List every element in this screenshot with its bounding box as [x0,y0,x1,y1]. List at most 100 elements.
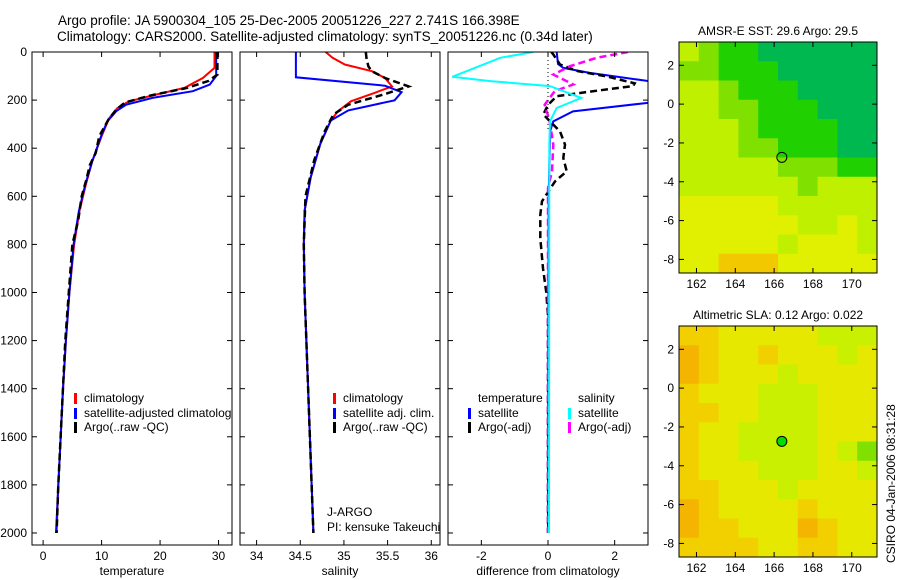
heatmap-cell [797,42,819,62]
heatmap-cell [778,403,799,423]
legend-mark-satellite [333,407,336,419]
heatmap-cell [718,215,739,235]
heatmap-cell [738,42,759,62]
heatmap-cell [837,138,858,158]
heatmap-cell [758,215,779,235]
heatmap-cell [817,441,838,462]
heatmap-cell [738,422,759,442]
heatmap-cell [758,345,779,365]
annotation-program: J-ARGO [327,505,373,519]
x-tick-label: 34.5 [289,549,313,563]
heatmap-cell [857,383,878,404]
x-tick-label: 168 [803,561,823,575]
heatmap-cell [778,499,799,519]
y-tick-label: -2 [663,136,674,150]
heatmap-cell [698,364,720,385]
heatmap-cell [817,403,838,423]
difference-legend-temperature: temperature satellite Argo(-adj) [466,391,543,435]
y-tick-label: 200 [7,93,27,107]
heatmap-cell [679,176,700,197]
heatmap-cell [698,403,720,423]
heatmap-cell [758,403,779,423]
heatmap-cell [758,42,779,62]
heatmap-cell [679,99,700,120]
heatmap-cell [718,441,739,462]
heatmap-cell [718,61,739,81]
heatmap-cell [797,119,819,139]
heatmap-cell [797,234,819,255]
heatmap-cell [857,176,878,197]
x-tick-label: 164 [725,561,745,575]
heatmap-cell [797,99,819,120]
heatmap-cell [679,460,700,481]
heatmap-cell [837,499,858,519]
heatmap-cell [778,42,799,62]
heatmap-cell [698,537,720,558]
heatmap-cell [797,176,819,197]
legend-mark-climatology [333,393,336,404]
axes-box [678,41,878,274]
y-tick-label: -4 [663,459,674,473]
sla-map-chart [678,325,878,558]
title-line-2: Climatology: CARS2000. Satellite-adjuste… [57,29,593,44]
salinity-chart [239,51,441,546]
x-tick-label: 166 [764,277,784,291]
y-tick-label: -8 [663,536,674,550]
legend-label: satellite adj. clim. [343,405,435,420]
heatmap-cell [797,157,819,178]
legend-mark-argo [468,422,471,433]
heatmap-cell [778,345,799,365]
x-tick-label: 170 [842,277,862,291]
heatmap-cell [679,422,700,442]
temperature-legend: climatology satellite-adjusted climatolo… [72,391,232,435]
heatmap-cell [778,215,799,235]
heatmap-cell [698,196,720,216]
heatmap-cell [857,196,878,216]
heatmap-cell [738,157,759,178]
heatmap-cell [817,99,838,120]
heatmap-cell [778,253,799,274]
heatmap-cell [778,119,799,139]
legend-label: Argo(-adj) [478,420,532,434]
heatmap-cell [758,80,779,101]
y-tick-label: 600 [7,189,27,203]
heatmap-cell [738,518,759,539]
heatmap-cell [679,383,700,404]
series-line-temperature-argo-adj- [539,52,637,533]
x-tick-label: 0 [545,549,552,563]
heatmap-cell [698,460,720,481]
y-tick-label: 2 [667,342,674,356]
sst-map-chart [678,41,878,274]
heatmap-cell [718,480,739,500]
heatmap-cell [857,119,878,139]
heatmap-cell [718,253,739,274]
y-tick-label: 1400 [0,382,27,396]
y-tick-label: 800 [7,237,27,251]
y-tick-label: 1800 [0,478,27,492]
heatmap-cell [718,537,739,558]
heatmap-cell [778,383,799,404]
y-tick-label: -4 [663,175,674,189]
heatmap-cell [837,364,858,385]
y-tick-label: 1600 [0,430,27,444]
heatmap-cell [837,99,858,120]
heatmap-cell [738,345,759,365]
heatmap-cell [738,441,759,462]
heatmap-cell [857,403,878,423]
heatmap-cell [837,383,858,404]
y-tick-label: 1000 [0,285,27,299]
heatmap-cell [797,403,819,423]
heatmap-cell [857,480,878,500]
heatmap-cell [698,383,720,404]
heatmap-cell [797,196,819,216]
heatmap-cell [758,99,779,120]
series-line-satellite-adj-clim- [294,52,404,534]
heatmap-cell [718,119,739,139]
heatmap-cell [837,61,858,81]
heatmap-cell [758,196,779,216]
x-tick-label: 168 [803,277,823,291]
heatmap-cell [698,499,720,519]
heatmap-cell [837,518,858,539]
heatmap-cell [837,176,858,197]
legend-mark-argo [74,422,77,433]
